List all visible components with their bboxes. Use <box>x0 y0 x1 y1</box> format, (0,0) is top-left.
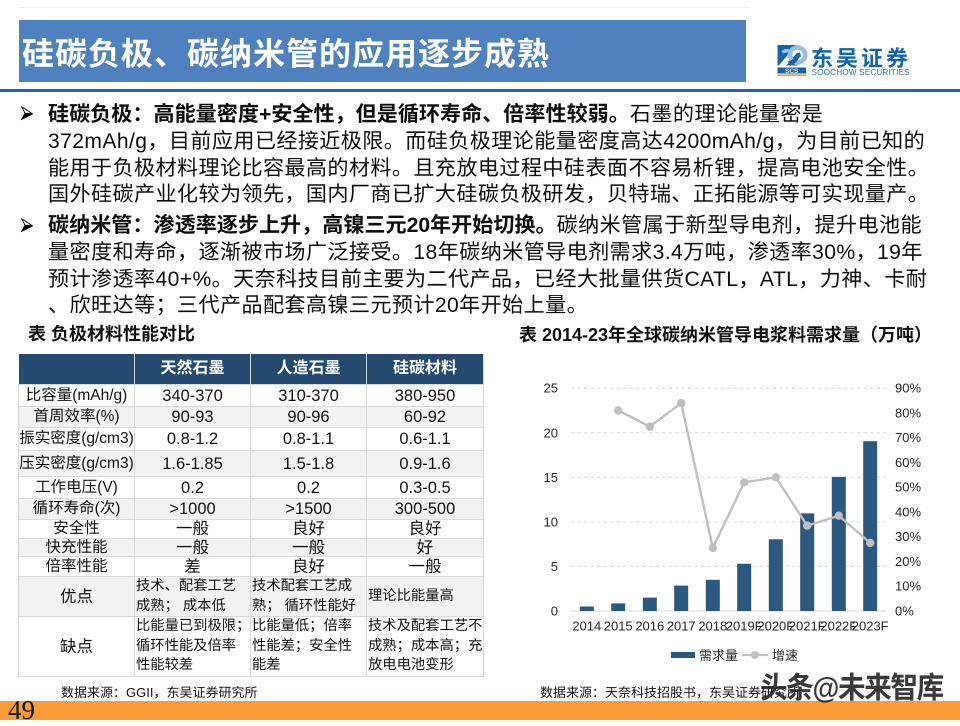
svg-text:70%: 70% <box>895 430 921 445</box>
svg-text:2022F: 2022F <box>820 619 857 634</box>
svg-text:10%: 10% <box>895 579 921 594</box>
svg-text:2016: 2016 <box>635 619 664 634</box>
svg-text:2020F: 2020F <box>757 619 794 634</box>
svg-text:25: 25 <box>544 381 558 396</box>
svg-text:SOOCHOW SECURITIES: SOOCHOW SECURITIES <box>812 68 911 77</box>
svg-text:5: 5 <box>551 559 558 574</box>
svg-text:2017: 2017 <box>667 619 696 634</box>
svg-text:60%: 60% <box>895 455 921 470</box>
svg-text:2014: 2014 <box>572 619 601 634</box>
svg-text:增速: 增速 <box>772 648 798 663</box>
svg-text:需求量: 需求量 <box>699 648 738 663</box>
svg-text:40%: 40% <box>895 505 921 520</box>
svg-text:0%: 0% <box>895 604 914 619</box>
svg-text:0: 0 <box>551 604 558 619</box>
svg-text:东吴证券: 东吴证券 <box>811 42 911 73</box>
svg-text:15: 15 <box>544 470 558 485</box>
svg-text:2019F: 2019F <box>726 619 763 634</box>
svg-text:10: 10 <box>544 514 558 529</box>
svg-text:2023F: 2023F <box>852 619 889 634</box>
svg-text:SCS: SCS <box>785 68 799 75</box>
svg-text:20%: 20% <box>895 554 921 569</box>
svg-text:30%: 30% <box>895 529 921 544</box>
svg-text:90%: 90% <box>895 381 921 396</box>
svg-text:50%: 50% <box>895 480 921 495</box>
svg-text:80%: 80% <box>895 406 921 421</box>
svg-text:2018: 2018 <box>698 619 727 634</box>
svg-text:2021F: 2021F <box>789 619 826 634</box>
svg-text:20: 20 <box>544 425 558 440</box>
svg-text:2015: 2015 <box>604 619 633 634</box>
